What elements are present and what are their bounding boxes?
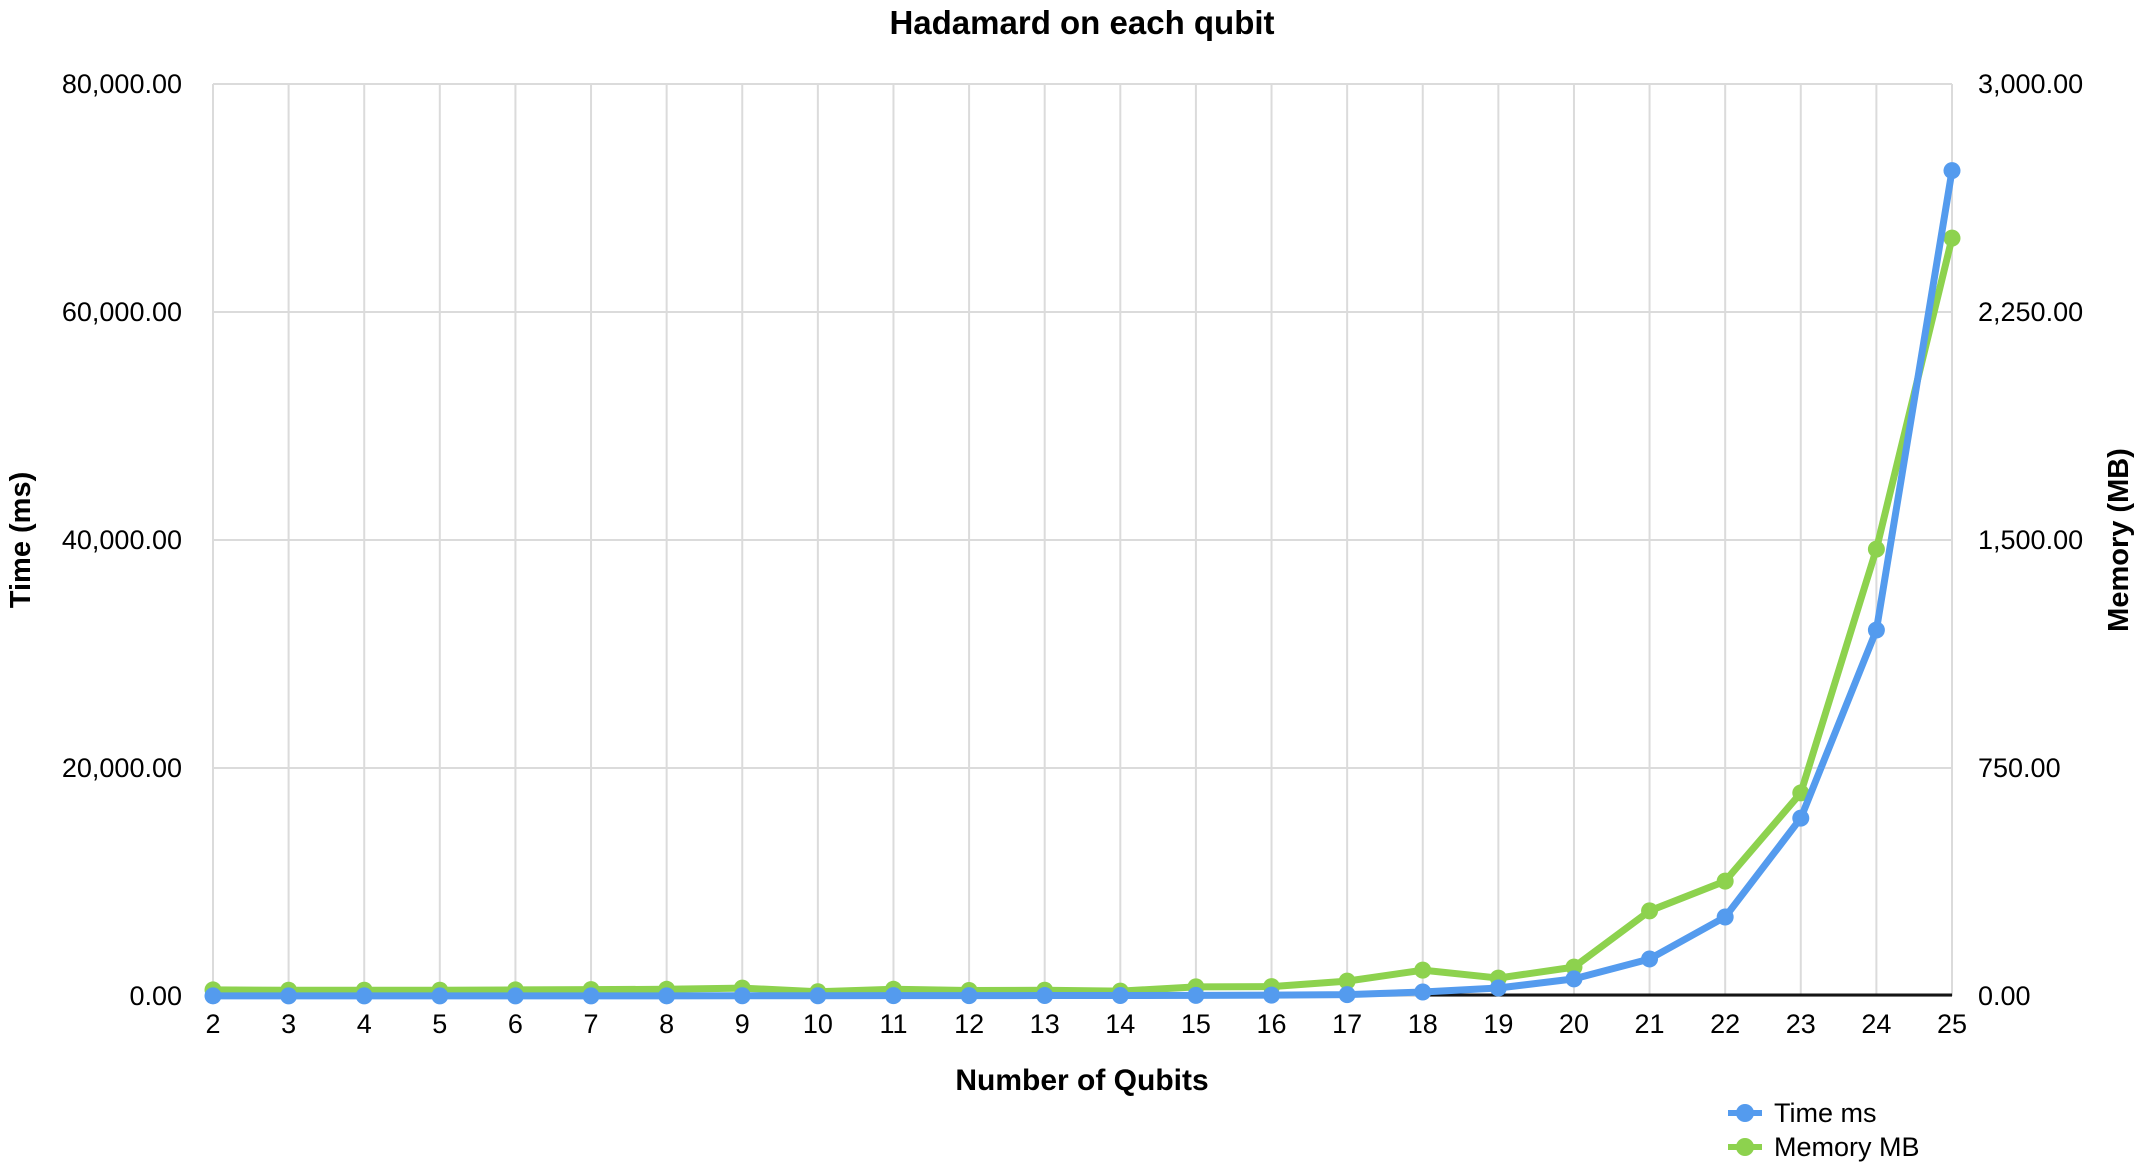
x-axis-tick-label: 8 xyxy=(659,1009,674,1039)
time-ms-point xyxy=(960,987,978,1005)
x-axis-tick-label: 7 xyxy=(584,1009,599,1039)
right-axis-title: Memory (MB) xyxy=(2103,448,2135,632)
time-ms-point xyxy=(582,987,600,1005)
time-ms-point xyxy=(733,987,751,1005)
legend-item-memory: Memory MB xyxy=(1728,1132,1920,1162)
right-axis-tick-label: 3,000.00 xyxy=(1978,69,2083,99)
left-axis-tick-label: 40,000.00 xyxy=(62,525,182,555)
memory-mb-point xyxy=(1641,902,1659,920)
legend-item-time: Time ms xyxy=(1728,1098,1877,1128)
time-ms-point xyxy=(506,987,524,1005)
time-ms-point xyxy=(1263,986,1281,1004)
x-axis-tick-label: 21 xyxy=(1635,1009,1665,1039)
memory-mb-point xyxy=(1565,958,1583,976)
x-axis-tick-label: 11 xyxy=(879,1009,907,1039)
memory-mb-point xyxy=(1943,229,1961,247)
right-axis-tick-label: 0.00 xyxy=(1978,981,2031,1011)
time-ms-point xyxy=(1716,908,1734,926)
time-ms-point xyxy=(1111,986,1129,1004)
legend-label-time: Time ms xyxy=(1774,1098,1877,1128)
left-axis-tick-label: 80,000.00 xyxy=(62,69,182,99)
memory-mb-point xyxy=(1792,784,1810,802)
chart-title: Hadamard on each qubit xyxy=(889,4,1274,41)
x-axis-tick-label: 16 xyxy=(1256,1009,1286,1039)
time-ms-point xyxy=(1943,162,1961,180)
time-ms-point xyxy=(1036,987,1054,1005)
legend: Time ms Memory MB xyxy=(1728,1098,1920,1162)
left-axis-tick-label: 20,000.00 xyxy=(62,753,182,783)
tick-labels: 0.00 0.00 20,000.00 750.00 40,000.00 1,500.00… xyxy=(62,69,2083,1039)
time-ms-point xyxy=(1187,986,1205,1004)
memory-mb-point xyxy=(1716,872,1734,890)
x-axis-tick-label: 12 xyxy=(954,1009,984,1039)
x-axis-tick-label: 24 xyxy=(1861,1009,1891,1039)
memory-mb-line xyxy=(209,234,1956,996)
x-axis-tick-label: 23 xyxy=(1786,1009,1816,1039)
time-ms-point xyxy=(884,987,902,1005)
x-axis-tick-label: 22 xyxy=(1710,1009,1740,1039)
memory-mb-point xyxy=(1414,961,1432,979)
right-axis-tick-label: 2,250.00 xyxy=(1978,297,2083,327)
time-ms-point xyxy=(1338,986,1356,1004)
time-ms-point xyxy=(280,987,298,1005)
x-axis-tick-label: 4 xyxy=(357,1009,372,1039)
x-axis-tick-label: 18 xyxy=(1408,1009,1438,1039)
right-axis-tick-label: 1,500.00 xyxy=(1978,525,2083,555)
x-axis-tick-label: 2 xyxy=(205,1009,220,1039)
time-ms-point xyxy=(355,987,373,1005)
left-axis-tick-label: 0.00 xyxy=(129,981,182,1011)
memory-mb-point xyxy=(1867,540,1885,558)
time-ms-point xyxy=(1414,983,1432,1001)
time-ms-point xyxy=(204,987,222,1005)
time-ms-line xyxy=(209,167,1956,1000)
time-ms-point xyxy=(1792,809,1810,827)
legend-label-memory: Memory MB xyxy=(1774,1132,1920,1162)
x-axis-tick-label: 3 xyxy=(281,1009,296,1039)
left-axis-title: Time (ms) xyxy=(5,472,37,608)
time-ms-point xyxy=(1641,950,1659,968)
memory-series-legend-dot xyxy=(1736,1138,1754,1156)
time-ms-point xyxy=(1867,621,1885,639)
x-axis-tick-label: 10 xyxy=(803,1009,833,1039)
x-axis-tick-label: 25 xyxy=(1937,1009,1967,1039)
x-axis-tick-label: 13 xyxy=(1030,1009,1060,1039)
x-axis-tick-label: 6 xyxy=(508,1009,523,1039)
data-series xyxy=(204,162,1961,1005)
x-axis-tick-label: 19 xyxy=(1483,1009,1513,1039)
x-axis-title: Number of Qubits xyxy=(955,1064,1208,1097)
x-axis-tick-label: 17 xyxy=(1332,1009,1362,1039)
right-axis-tick-label: 750.00 xyxy=(1978,753,2061,783)
time-ms-point xyxy=(809,987,827,1005)
x-axis-tick-label: 15 xyxy=(1181,1009,1211,1039)
time-series-legend-dot xyxy=(1736,1104,1754,1122)
x-axis-tick-label: 9 xyxy=(735,1009,750,1039)
x-axis-tick-label: 20 xyxy=(1559,1009,1589,1039)
x-axis-tick-label: 14 xyxy=(1105,1009,1135,1039)
time-ms-point xyxy=(1489,979,1507,997)
gridlines xyxy=(212,83,1953,997)
left-axis-tick-label: 60,000.00 xyxy=(62,297,182,327)
x-axis-tick-label: 5 xyxy=(432,1009,447,1039)
memory-mb-point xyxy=(1338,972,1356,990)
time-ms-point xyxy=(1565,970,1583,988)
time-ms-point xyxy=(658,987,676,1005)
time-ms-point xyxy=(431,987,449,1005)
